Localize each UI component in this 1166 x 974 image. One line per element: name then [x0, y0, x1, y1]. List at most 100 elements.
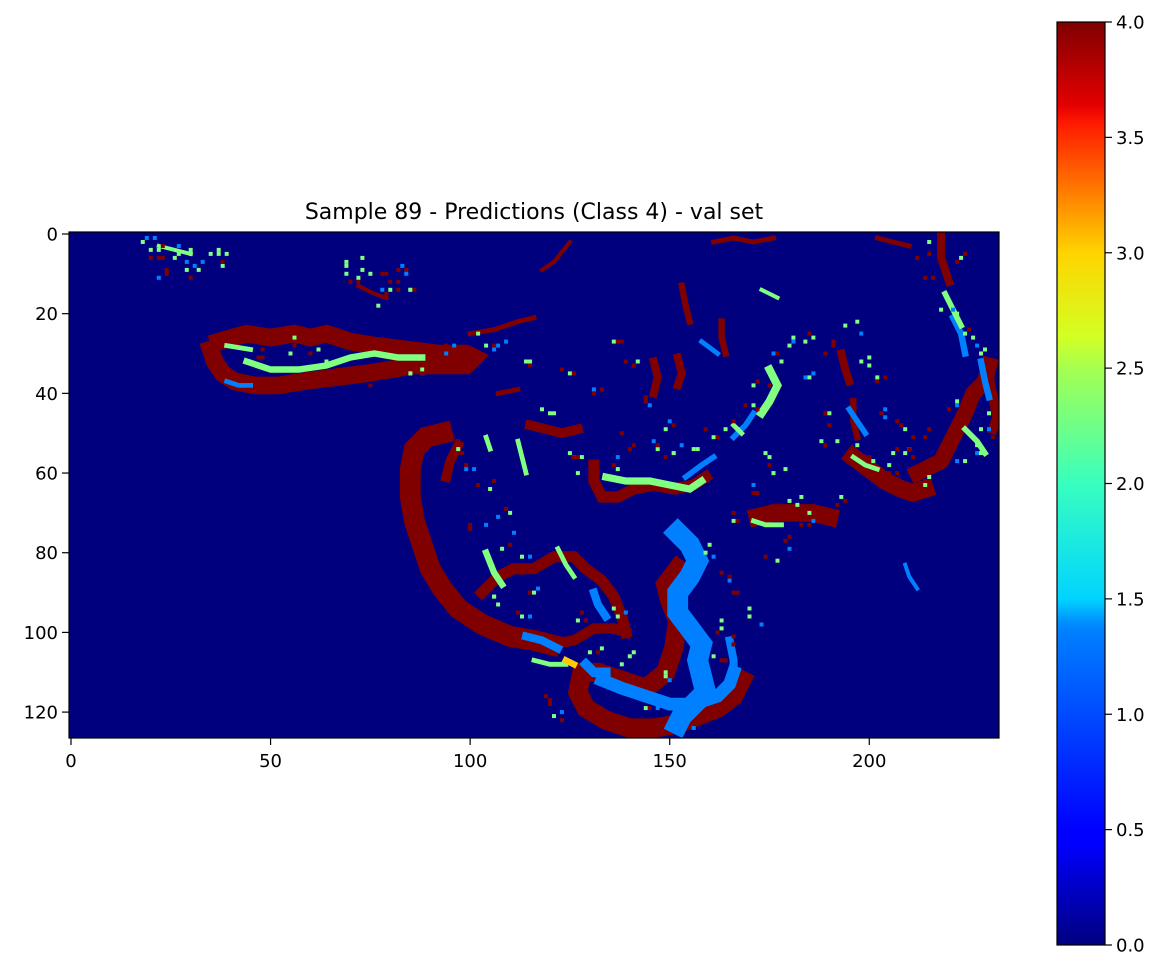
heatmap-pixel: [839, 495, 844, 499]
heatmap-pixel: [963, 251, 968, 256]
heatmap-pixel: [444, 351, 449, 356]
heatmap-pixel: [783, 467, 788, 472]
heatmap-pixel: [799, 495, 804, 499]
heatmap-region: [755, 364, 782, 419]
heatmap-pixel: [903, 451, 908, 456]
heatmap-pixel: [615, 614, 620, 619]
heatmap-pixel: [791, 339, 796, 344]
heatmap-pixel: [428, 367, 433, 372]
heatmap-pixel: [200, 259, 205, 264]
heatmap-pixel: [571, 455, 576, 460]
heatmap-pixel: [344, 271, 349, 276]
heatmap-pixel: [619, 339, 624, 344]
x-tick-label: 50: [259, 751, 282, 772]
heatmap-region: [223, 378, 253, 388]
heatmap-regions: [156, 232, 999, 738]
heatmap-pixel: [723, 658, 728, 663]
heatmap-pixel: [635, 359, 640, 364]
heatmap-pixel: [559, 367, 564, 372]
heatmap-pixel: [903, 427, 908, 432]
heatmap-pixel: [775, 558, 780, 563]
colorbar-tick-label: 2.0: [1116, 474, 1145, 495]
plot-frame: [68, 231, 1000, 739]
colorbar: 0.0 0.5 1.0 1.5 2.0 2.5 3.0 3.5 4.0: [1056, 13, 1145, 957]
heatmap-pixel: [611, 606, 616, 611]
heatmap-pixel: [911, 435, 916, 440]
heatmap-pixel: [631, 363, 636, 368]
heatmap-pixel: [859, 331, 864, 336]
heatmap-pixel: [787, 498, 792, 503]
heatmap-pixel: [751, 483, 756, 487]
heatmap-pixel: [164, 267, 169, 272]
heatmap-pixel: [619, 662, 624, 667]
heatmap-pixel: [412, 287, 417, 292]
heatmap-region: [515, 438, 529, 476]
heatmap-pixel: [823, 443, 828, 448]
heatmap-region: [850, 398, 862, 442]
heatmap-pixel: [456, 447, 461, 452]
heatmap-pixel: [500, 546, 505, 551]
heatmap-pixel: [504, 339, 509, 344]
heatmap-pixel: [923, 479, 928, 483]
heatmap-pixel: [879, 411, 884, 416]
heatmap-pixel: [811, 518, 816, 523]
heatmap-region: [845, 405, 870, 438]
heatmap-pixel: [408, 371, 413, 376]
colorbar-tick-label: 0.0: [1116, 936, 1145, 957]
heatmap-pixel: [719, 626, 724, 631]
heatmap-pixel: [396, 287, 401, 292]
heatmap-pixel: [292, 335, 297, 340]
x-tick-label: 0: [65, 751, 76, 772]
heatmap-pixel: [528, 359, 532, 364]
heatmap-pixel: [356, 279, 361, 284]
heatmap-pixel: [524, 359, 528, 364]
heatmap-pixel: [396, 279, 401, 284]
heatmap-pixel: [496, 514, 501, 519]
heatmap-region: [729, 409, 758, 442]
heatmap-pixel: [731, 510, 736, 515]
heatmap-pixel: [444, 343, 449, 348]
heatmap-pixel: [787, 343, 792, 348]
heatmap-pixel: [719, 658, 724, 663]
heatmap-pixel: [731, 518, 736, 523]
colorbar-tick-label: 3.5: [1116, 128, 1145, 149]
heatmap-region: [539, 239, 573, 273]
heatmap-pixel: [751, 383, 756, 388]
heatmap-pixel: [160, 255, 165, 260]
heatmap-pixel: [763, 451, 768, 456]
heatmap-pixel: [755, 491, 760, 495]
heatmap-pixel: [160, 244, 165, 248]
heatmap-pixel: [496, 343, 501, 348]
heatmap-pixel: [376, 303, 381, 308]
heatmap-pixel: [599, 646, 604, 651]
heatmap-region: [588, 587, 612, 623]
heatmap-pixel: [747, 606, 752, 611]
heatmap-region: [677, 282, 694, 326]
heatmap-pixel: [492, 479, 497, 483]
heatmap-region: [724, 635, 738, 681]
heatmap-pixel: [516, 610, 520, 615]
heatmap-pixel: [156, 247, 161, 252]
heatmap-pixel: [388, 287, 393, 292]
heatmap-region: [242, 350, 426, 373]
heatmap-image: [69, 232, 999, 738]
heatmap-pixel: [492, 347, 497, 352]
heatmap-pixel: [536, 586, 540, 591]
heatmap-pixel: [947, 407, 952, 412]
heatmap-pixel: [655, 443, 660, 448]
heatmap-region: [399, 420, 563, 658]
heatmap-pixel: [579, 455, 584, 460]
heatmap-pixel: [140, 240, 145, 244]
heatmap-pixel: [939, 307, 944, 312]
heatmap-pixel: [703, 427, 708, 432]
heatmap-pixel: [559, 710, 564, 715]
heatmap-pixel: [184, 267, 189, 272]
heatmap-pixel: [987, 411, 991, 416]
heatmap-region: [579, 657, 611, 678]
heatmap-pixel: [520, 554, 524, 559]
heatmap-pixel: [991, 435, 995, 440]
heatmap-pixel: [548, 698, 552, 703]
heatmap-pixel: [336, 371, 341, 376]
heatmap-pixel: [735, 427, 740, 432]
heatmap-pixel: [907, 447, 912, 452]
